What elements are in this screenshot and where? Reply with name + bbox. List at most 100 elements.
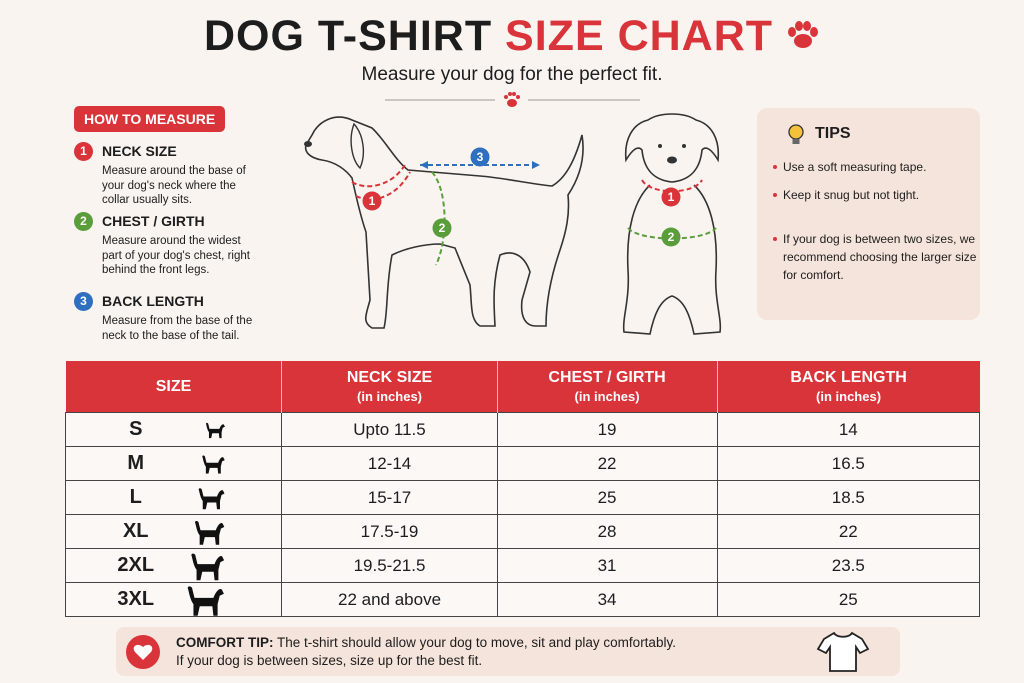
size-label: 3XL: [117, 588, 155, 610]
value-cell: 19: [496, 412, 718, 447]
marker: 2: [668, 230, 675, 244]
title-dark: DOG T-SHIRT: [203, 12, 493, 60]
column-header: NECK SIZE (in inches): [281, 361, 498, 413]
size-label: 2XL: [117, 554, 155, 576]
neck-measure: [351, 164, 411, 201]
dog-icon: [202, 455, 226, 474]
value-cell: 16.5: [716, 446, 981, 481]
paw-icon: [504, 92, 520, 107]
column-title: BACK LENGTH: [790, 369, 907, 386]
value-cell: 28: [496, 514, 718, 549]
step-number: 3: [74, 292, 93, 311]
value-cell: 17.5-19: [281, 514, 498, 549]
dog-nose: [667, 156, 677, 164]
size-label: S: [129, 418, 143, 440]
comfort-line: The t-shirt should allow your dog to mov…: [277, 635, 676, 650]
value-cell: Upto 11.5: [281, 412, 498, 447]
column-unit: (in inches): [357, 389, 423, 404]
value-cell: 25: [716, 582, 981, 617]
size-label: XL: [122, 520, 149, 542]
step-title: BACK LENGTH: [102, 293, 204, 309]
cell-text: 23.5: [831, 555, 865, 575]
dog-nose: [304, 141, 312, 147]
cell-text: 25: [838, 589, 858, 609]
size-label: L: [129, 486, 142, 508]
tip: If your dog is between two sizes, we rec…: [773, 230, 983, 284]
column-title: SIZE: [155, 377, 192, 395]
table-row: L 15-17 25 18.5: [64, 480, 981, 515]
comfort-label: COMFORT TIP:: [176, 635, 274, 650]
column-unit: (in inches): [574, 389, 640, 404]
subtitle: Measure your dog for the perfect fit.: [361, 64, 663, 85]
size-cell: S: [64, 412, 283, 447]
dog-front: [622, 113, 722, 335]
marker: 1: [369, 194, 376, 208]
dog-icon: [191, 553, 225, 580]
step-number: 2: [74, 212, 93, 231]
title: DOG T-SHIRT SIZE CHART: [0, 12, 1024, 61]
tip: Keep it snug but not tight.: [773, 186, 983, 204]
step: 2 CHEST / GIRTH Measure around the widest …: [74, 212, 259, 278]
size-label: M: [127, 452, 145, 474]
cell-text: 22: [838, 521, 858, 541]
cell-text: 19.5-21.5: [353, 555, 426, 575]
step-text: Measure around the widest part of your d…: [102, 235, 250, 276]
cell-text: 14: [838, 419, 858, 439]
title-red: SIZE CHART: [505, 12, 774, 60]
cell-text: 34: [597, 589, 617, 609]
step-title: CHEST / GIRTH: [102, 213, 205, 229]
cell-text: 12-14: [367, 453, 412, 473]
value-cell: 15-17: [281, 480, 498, 515]
dog-icon: [195, 520, 225, 545]
size-cell: 3XL: [64, 582, 283, 617]
value-cell: 31: [496, 548, 718, 583]
cell-text: 22: [597, 453, 617, 473]
value-cell: 14: [716, 412, 981, 447]
how-to-measure-label: HOW TO MEASURE: [74, 106, 226, 132]
step: 3 BACK LENGTH Measure from the base of the…: [74, 292, 259, 343]
dog-icon: [188, 585, 225, 616]
cell-text: 18.5: [831, 487, 865, 507]
cell-text: 16.5: [831, 453, 865, 473]
value-cell: 23.5: [716, 548, 981, 583]
value-cell: 22: [496, 446, 718, 481]
table-row: 3XL 22 and above 34 25: [64, 582, 981, 617]
cell-text: 17.5-19: [360, 521, 419, 541]
table-row: XL 17.5-19 28 22: [64, 514, 981, 549]
size-table: SIZE NECK SIZE (in inches) CHEST / GIRTH (in…: [64, 361, 981, 617]
size-cell: 2XL: [64, 548, 283, 583]
value-cell: 18.5: [716, 480, 981, 515]
comfort-line: If your dog is between sizes, size up fo…: [176, 653, 483, 668]
table-row: 2XL 19.5-21.5 31 23.5: [64, 548, 981, 583]
column-header: CHEST / GIRTH (in inches): [496, 361, 718, 413]
cell-text: 19: [597, 419, 617, 439]
table-row: M 12-14 22 16.5: [64, 446, 981, 481]
value-cell: 25: [496, 480, 718, 515]
cell-text: 25: [597, 487, 617, 507]
column-header: SIZE: [65, 361, 282, 413]
value-cell: 22: [716, 514, 981, 549]
dog-icon: [199, 487, 225, 509]
cell-text: 15-17: [367, 487, 412, 507]
marker: 1: [668, 190, 675, 204]
size-cell: M: [64, 446, 283, 481]
column-header: BACK LENGTH (in inches): [716, 361, 980, 413]
step-text: Measure around the base of your dog's ne…: [102, 165, 246, 206]
dog-icon: [206, 422, 226, 438]
step: 1 NECK SIZE Measure around the base of you…: [74, 142, 259, 208]
comfort-text: COMFORT TIP: The t-shirt should allow yo…: [176, 634, 676, 670]
size-cell: XL: [64, 514, 283, 549]
bulb-icon: [788, 124, 804, 144]
marker: 2: [439, 221, 446, 235]
dog-ear: [350, 122, 365, 170]
chest-measure: [431, 171, 446, 266]
step-text: Measure from the base of the neck to the…: [102, 315, 253, 342]
value-cell: 22 and above: [281, 582, 498, 617]
size-cell: L: [64, 480, 283, 515]
value-cell: 19.5-21.5: [281, 548, 498, 583]
step-number: 1: [74, 142, 93, 161]
cell-text: Upto 11.5: [353, 419, 426, 439]
value-cell: 12-14: [281, 446, 498, 481]
